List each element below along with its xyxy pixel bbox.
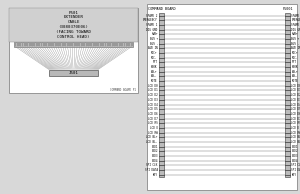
Bar <box>49 70 98 76</box>
Bar <box>9 8 138 42</box>
Bar <box>131 42 133 46</box>
Text: LCD RW: LCD RW <box>148 131 158 135</box>
Text: SWB+: SWB+ <box>151 32 158 36</box>
Bar <box>14 42 133 47</box>
Bar <box>95 42 97 46</box>
Text: LCD BL-: LCD BL- <box>146 140 158 144</box>
Text: EMERGENCY: EMERGENCY <box>143 18 158 22</box>
Text: SPARE 2: SPARE 2 <box>292 14 300 17</box>
Text: DIG GND: DIG GND <box>146 28 158 32</box>
Bar <box>102 42 104 46</box>
Text: LCD D3: LCD D3 <box>292 98 300 102</box>
Text: COMMAND BOARD P1: COMMAND BOARD P1 <box>110 87 136 92</box>
Bar <box>105 42 106 46</box>
Bar <box>59 42 62 46</box>
Text: PTT: PTT <box>292 60 296 64</box>
Text: EMERGENCY: EMERGENCY <box>292 18 300 22</box>
Bar <box>85 42 88 46</box>
Text: LED2: LED2 <box>292 149 298 153</box>
Text: LED3: LED3 <box>292 154 298 158</box>
Bar <box>107 42 109 46</box>
Bar <box>76 42 78 46</box>
Text: DIG GND: DIG GND <box>292 28 300 32</box>
Bar <box>74 42 76 46</box>
Bar <box>98 42 99 46</box>
Bar <box>9 8 138 93</box>
Bar <box>38 42 40 46</box>
Text: LCD D1: LCD D1 <box>292 88 300 93</box>
Text: HOOK: HOOK <box>292 65 298 69</box>
Bar <box>28 42 31 46</box>
Text: SWB+: SWB+ <box>292 32 298 36</box>
Bar <box>45 42 47 46</box>
Text: SPI DATA: SPI DATA <box>145 168 158 172</box>
Bar <box>124 42 125 46</box>
Bar <box>88 42 90 46</box>
Bar <box>48 42 50 46</box>
Text: KEY: KEY <box>153 173 158 177</box>
Bar <box>81 42 83 46</box>
Text: MIC+: MIC+ <box>292 51 298 55</box>
Text: SPI CLK: SPI CLK <box>146 163 158 167</box>
Bar <box>24 42 26 46</box>
Text: LED4: LED4 <box>151 159 158 163</box>
Text: MUTE: MUTE <box>151 79 158 83</box>
Text: LCD D4: LCD D4 <box>148 102 158 107</box>
Text: LCD D7: LCD D7 <box>148 117 158 120</box>
Bar <box>93 42 94 46</box>
Bar <box>126 42 128 46</box>
Text: LCD RW: LCD RW <box>292 131 300 135</box>
Bar <box>112 42 114 46</box>
Text: LCD D7: LCD D7 <box>292 117 300 120</box>
Text: LCD E: LCD E <box>150 126 158 130</box>
Text: LCD D1: LCD D1 <box>148 88 158 93</box>
Text: J501: J501 <box>68 71 79 75</box>
Text: VOL+: VOL+ <box>151 70 158 74</box>
Text: BUS +: BUS + <box>292 37 300 41</box>
Bar <box>43 42 45 46</box>
Text: VOL+: VOL+ <box>292 70 298 74</box>
Text: KEY: KEY <box>292 173 296 177</box>
Text: PTT: PTT <box>153 60 158 64</box>
Text: LED2: LED2 <box>151 149 158 153</box>
Bar <box>159 13 164 177</box>
Bar <box>119 42 121 46</box>
Text: LED3: LED3 <box>151 154 158 158</box>
Bar <box>116 42 119 46</box>
Bar <box>285 13 290 177</box>
Text: MUTE: MUTE <box>292 79 298 83</box>
Text: LED1: LED1 <box>292 145 298 149</box>
Bar <box>40 42 42 46</box>
Text: P501
EXTENDER
CABLE
(3080370E06)
(FACING TOWARD
CONTROL HEAD): P501 EXTENDER CABLE (3080370E06) (FACING… <box>56 11 91 39</box>
Bar <box>109 42 111 46</box>
Text: AUD IN: AUD IN <box>148 46 158 50</box>
Text: MIC-: MIC- <box>151 56 158 60</box>
Text: LCD D0: LCD D0 <box>292 84 300 88</box>
Bar <box>41 47 106 73</box>
Text: SPARE 1: SPARE 1 <box>292 23 300 27</box>
Bar <box>67 42 68 46</box>
Text: LCD D6: LCD D6 <box>148 112 158 116</box>
Bar <box>121 42 123 46</box>
Text: P5001: P5001 <box>282 7 293 11</box>
Bar <box>22 42 23 46</box>
Bar <box>64 42 66 46</box>
Bar <box>100 42 102 46</box>
Bar <box>33 42 35 46</box>
Text: COMMAND BOARD: COMMAND BOARD <box>148 7 176 11</box>
Bar <box>79 42 80 46</box>
Text: AUD IN: AUD IN <box>292 46 300 50</box>
Bar <box>69 42 71 46</box>
Text: BUS -: BUS - <box>292 42 300 46</box>
Bar <box>57 42 59 46</box>
Bar <box>50 42 52 46</box>
Text: MIC-: MIC- <box>292 56 298 60</box>
Bar <box>36 42 38 46</box>
Text: LCD RS: LCD RS <box>148 121 158 125</box>
Bar <box>31 42 33 46</box>
Bar <box>114 42 116 46</box>
Text: VOL-: VOL- <box>292 74 298 78</box>
Bar <box>52 42 54 46</box>
Text: LCD D5: LCD D5 <box>292 107 300 111</box>
Text: LED4: LED4 <box>292 159 298 163</box>
